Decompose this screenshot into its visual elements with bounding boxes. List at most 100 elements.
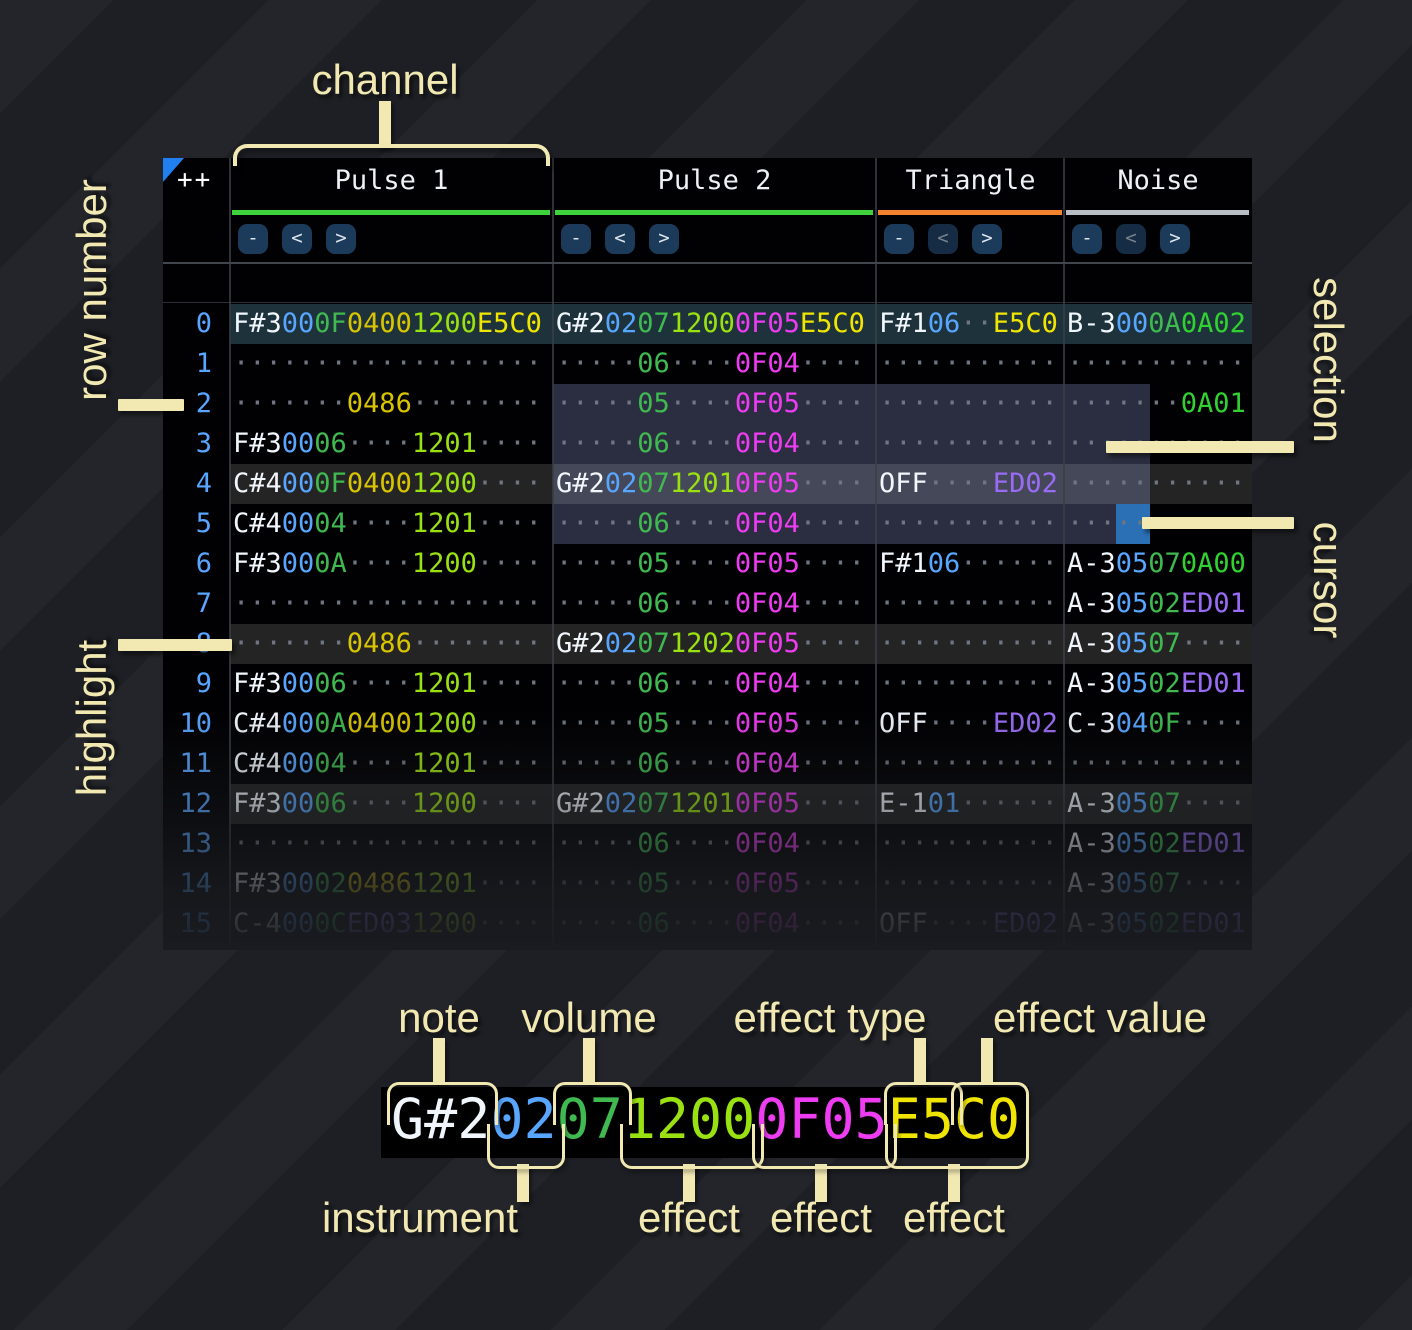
legend-instrument-label: instrument [321, 1194, 519, 1241]
cell-pulse1[interactable]: ··················· [233, 588, 542, 619]
pulse2-column-left-button[interactable]: < [605, 224, 635, 254]
cell-noise[interactable]: A-30502ED01 [1067, 588, 1246, 619]
cell-triangle[interactable]: OFF····ED02 [879, 468, 1058, 499]
column-divider [875, 158, 877, 946]
selection-annotation-label: selection [1305, 277, 1352, 443]
legend-volume-stem [583, 1038, 595, 1084]
cell-pulse2[interactable]: ·····06····0F04···· [556, 508, 865, 539]
row-number[interactable]: 1 [195, 348, 212, 379]
pattern-row: 7 ··················· ·····06····0F04···· ·… [163, 584, 1252, 624]
legend-effect-stem [815, 1164, 827, 1202]
bottom-fade-overlay [163, 708, 1252, 950]
cell-pulse2[interactable]: G#2020712010F05···· [556, 468, 865, 499]
legend-note-bracket [387, 1082, 498, 1125]
channel-underline-pulse2 [555, 210, 873, 215]
cell-pulse2[interactable]: ·····06····0F04···· [556, 588, 865, 619]
pattern-row: 4 C#4000F04001200···· G#2020712010F05···· O… [163, 464, 1252, 504]
pulse2-column-minus-button[interactable]: - [561, 224, 591, 254]
channel-annotation-label: channel [311, 56, 459, 103]
cell-pulse1[interactable]: F#3000A····1200···· [233, 548, 542, 579]
legend-effect-bracket [752, 1124, 897, 1169]
cell-pulse1[interactable]: C#40004····1201···· [233, 508, 542, 539]
channel-underline-pulse1 [232, 210, 550, 215]
cell-pulse1[interactable]: ··················· [233, 348, 542, 379]
noise-column-right-button[interactable]: > [1160, 224, 1190, 254]
cell-pulse1[interactable]: F#30006····1201···· [233, 668, 542, 699]
cell-noise[interactable]: A-30507···· [1067, 628, 1246, 659]
highlight-annotation-line [118, 639, 232, 651]
cell-pulse2[interactable]: ·····06····0F04···· [556, 348, 865, 379]
cell-triangle[interactable]: ··········· [879, 348, 1058, 379]
add-effect-column-button[interactable]: ++ [177, 165, 213, 195]
legend-effect-bracket [620, 1124, 764, 1169]
cell-noise[interactable]: ··········· [1067, 468, 1246, 499]
cell-pulse2[interactable]: ·····06····0F04···· [556, 428, 865, 459]
cell-pulse1[interactable]: F#3000F04001200E5C0 [233, 308, 542, 339]
cell-noise[interactable]: B-3000A0A02 [1067, 308, 1246, 339]
cell-pulse2[interactable]: ·····05····0F05···· [556, 548, 865, 579]
cell-noise[interactable]: A-305070A00 [1067, 548, 1246, 579]
cell-pulse1[interactable]: C#4000F04001200···· [233, 468, 542, 499]
row-number[interactable]: 5 [195, 508, 212, 539]
row-number[interactable]: 7 [195, 588, 212, 619]
cell-triangle[interactable]: F#106······ [879, 548, 1058, 579]
triangle-column-minus-button[interactable]: - [884, 224, 914, 254]
header-divider [163, 262, 1252, 264]
cell-triangle[interactable]: ··········· [879, 508, 1058, 539]
pattern-row: 6 F#3000A····1200···· ·····05····0F05···· F… [163, 544, 1252, 584]
row-number[interactable]: 2 [195, 388, 212, 419]
cell-pulse1[interactable]: ·······0486········ [233, 628, 542, 659]
corner-triangle-icon[interactable] [163, 158, 184, 182]
pulse1-column-left-button[interactable]: < [282, 224, 312, 254]
pattern-row: 1 ··················· ·····06····0F04···· ·… [163, 344, 1252, 384]
legend-volume-bracket [553, 1082, 632, 1125]
cell-triangle[interactable]: ··········· [879, 588, 1058, 619]
cell-noise[interactable]: A-30502ED01 [1067, 668, 1246, 699]
row-number[interactable]: 4 [195, 468, 212, 499]
pattern-row: 8·······0486········G#2020712020F05·····… [163, 624, 1252, 664]
cell-noise[interactable]: ·······0A01 [1067, 388, 1246, 419]
channel-header-pulse2[interactable]: Pulse 2 [657, 165, 772, 196]
cell-noise[interactable]: ··········· [1067, 348, 1246, 379]
cell-pulse2[interactable]: G#2020712020F05···· [556, 628, 865, 659]
legend-effect-type-stem [914, 1038, 926, 1084]
row-number[interactable]: 6 [195, 548, 212, 579]
pattern-row: 2 ·······0486········ ·····05····0F05···· ·… [163, 384, 1252, 424]
row-beat-background [230, 464, 1252, 504]
row-number[interactable]: 0 [195, 308, 212, 339]
triangle-column-left-button[interactable]: < [928, 224, 958, 254]
cursor-annotation-line [1142, 517, 1294, 529]
legend-effect-type-label: effect type [733, 994, 927, 1041]
cell-triangle[interactable]: F#106··E5C0 [879, 308, 1058, 339]
legend-effect-stem [683, 1164, 695, 1202]
pulse1-column-minus-button[interactable]: - [238, 224, 268, 254]
triangle-column-right-button[interactable]: > [972, 224, 1002, 254]
cell-pulse2[interactable]: G#2020712000F05E5C0 [556, 308, 865, 339]
cell-triangle[interactable]: ··········· [879, 428, 1058, 459]
row-number[interactable]: 3 [195, 428, 212, 459]
channel-header-pulse1[interactable]: Pulse 1 [334, 165, 449, 196]
cell-triangle[interactable]: ··········· [879, 388, 1058, 419]
cell-triangle[interactable]: ··········· [879, 628, 1058, 659]
cell-pulse1[interactable]: ·······0486········ [233, 388, 542, 419]
cell-triangle[interactable]: ··········· [879, 668, 1058, 699]
pattern-row: 9 F#30006····1201···· ·····06····0F04···· ·… [163, 664, 1252, 704]
row-number[interactable]: 9 [195, 668, 212, 699]
channel-underline-triangle [878, 210, 1062, 215]
pulse1-column-right-button[interactable]: > [326, 224, 356, 254]
pattern-row: 0 F#3000F04001200E5C0 G#2020712000F05E5C0 F… [163, 304, 1252, 344]
cell-pulse2[interactable]: ·····06····0F04···· [556, 668, 865, 699]
channel-header-noise[interactable]: Noise [1117, 165, 1199, 196]
cell-pulse1[interactable]: F#30006····1201···· [233, 428, 542, 459]
channel-header-triangle[interactable]: Triangle [905, 165, 1036, 196]
selection-overlay [553, 384, 1150, 544]
legend-effect-type-bracket [884, 1082, 963, 1125]
noise-column-left-button[interactable]: < [1116, 224, 1146, 254]
cell-pulse2[interactable]: ·····05····0F05···· [556, 388, 865, 419]
noise-column-minus-button[interactable]: - [1072, 224, 1102, 254]
channel-annotation-bracket [233, 144, 550, 166]
legend-note-stem [433, 1038, 445, 1084]
pulse2-column-right-button[interactable]: > [649, 224, 679, 254]
legend-instrument-stem [517, 1164, 529, 1202]
